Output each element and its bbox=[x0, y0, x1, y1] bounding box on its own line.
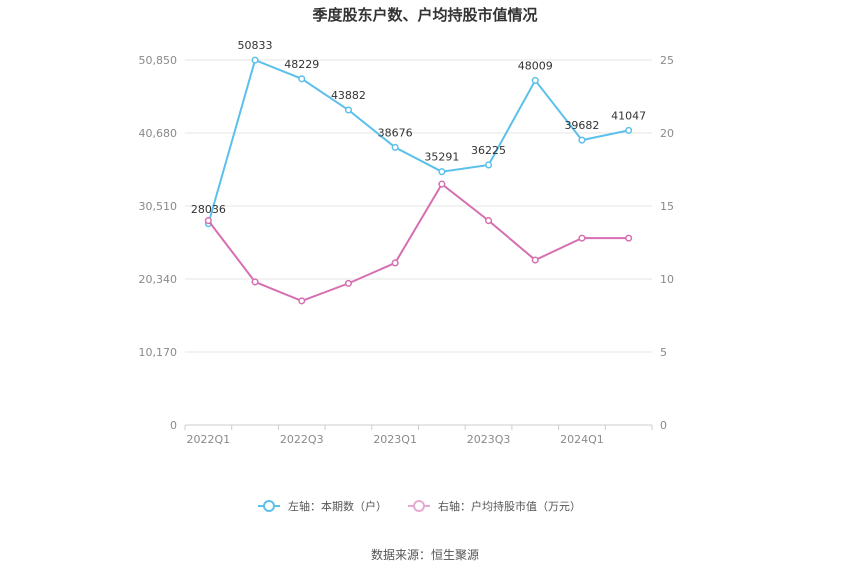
left-series-point bbox=[251, 56, 259, 64]
data-label: 28036 bbox=[191, 203, 226, 216]
y-right-tick-label: 0 bbox=[660, 419, 667, 432]
chart-title: 季度股东户数、户均持股市值情况 bbox=[312, 6, 538, 24]
right-series-point bbox=[204, 217, 212, 225]
right-series-point bbox=[578, 234, 586, 242]
data-labels: 28036 50833 48229 43882 38676 35291 36225 48009… bbox=[191, 39, 646, 216]
data-label: 50833 bbox=[238, 39, 273, 52]
x-tick-label: 2022Q3 bbox=[280, 433, 324, 446]
left-series-point bbox=[531, 76, 539, 84]
right-series-point bbox=[485, 217, 493, 225]
y-right-tick-label: 10 bbox=[660, 273, 674, 286]
legend-label: 左轴：本期数（户） bbox=[288, 499, 387, 513]
data-label: 43882 bbox=[331, 89, 366, 102]
y-left-tick-label: 50,850 bbox=[139, 54, 178, 67]
left-series-point bbox=[344, 106, 353, 114]
x-tick-label: 2023Q1 bbox=[373, 433, 417, 446]
legend: 左轴：本期数（户） 右轴：户均持股市值（万元） bbox=[258, 499, 581, 513]
legend-marker bbox=[413, 500, 425, 512]
y-left-tick-label: 0 bbox=[170, 419, 177, 432]
x-tick-label: 2024Q1 bbox=[560, 433, 604, 446]
y-left-tick-label: 20,340 bbox=[139, 273, 178, 286]
line-chart: 0 0 10,170 5 20,340 10 30,510 15 40,680 20 50,850 2… bbox=[139, 39, 675, 513]
right-series-point bbox=[391, 259, 399, 267]
left-series-point bbox=[625, 126, 633, 134]
y-right-tick-label: 20 bbox=[660, 127, 674, 140]
legend-marker bbox=[263, 500, 275, 512]
y-right-tick-label: 5 bbox=[660, 346, 667, 359]
x-tick-label: 2022Q1 bbox=[187, 433, 231, 446]
right-series-point bbox=[251, 278, 259, 286]
data-label: 41047 bbox=[611, 109, 646, 122]
data-source: 数据来源：恒生聚源 bbox=[370, 548, 479, 562]
left-series-point bbox=[485, 161, 493, 169]
data-label: 38676 bbox=[378, 126, 413, 139]
right-series-line bbox=[207, 182, 629, 302]
right-series-point bbox=[298, 297, 306, 305]
grid-lines bbox=[185, 59, 652, 353]
left-series-point bbox=[391, 143, 399, 151]
data-label: 48009 bbox=[518, 59, 553, 72]
left-series-point bbox=[298, 75, 306, 83]
right-series-point bbox=[625, 234, 633, 242]
y-left-tick-label: 10,170 bbox=[139, 346, 178, 359]
right-series-point bbox=[531, 256, 539, 264]
data-label: 48229 bbox=[284, 58, 319, 71]
left-series-point bbox=[438, 168, 446, 176]
data-label: 35291 bbox=[424, 151, 459, 164]
right-series-point bbox=[438, 180, 446, 188]
y-right-tick-label: 25 bbox=[660, 54, 674, 67]
y-left-tick-label: 30,510 bbox=[139, 200, 178, 213]
axes: 0 0 10,170 5 20,340 10 30,510 15 40,680 20 50,850 2… bbox=[139, 54, 675, 446]
series-layer bbox=[204, 56, 633, 305]
y-left-tick-label: 40,680 bbox=[139, 127, 178, 140]
left-series-point bbox=[578, 136, 586, 144]
x-tick-label: 2023Q3 bbox=[467, 433, 511, 446]
right-series-point bbox=[344, 279, 353, 287]
data-label: 39682 bbox=[564, 119, 599, 132]
legend-label: 右轴：户均持股市值（万元） bbox=[438, 499, 581, 513]
left-series-line bbox=[207, 58, 629, 225]
y-right-tick-label: 15 bbox=[660, 200, 674, 213]
data-label: 36225 bbox=[471, 144, 506, 157]
